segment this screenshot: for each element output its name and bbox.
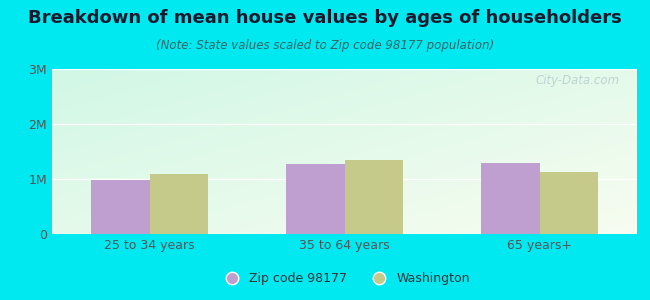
Bar: [286, 164, 344, 234]
Bar: [481, 163, 540, 234]
Text: Breakdown of mean house values by ages of householders: Breakdown of mean house values by ages o…: [28, 9, 622, 27]
Bar: [91, 180, 150, 234]
Text: City-Data.com: City-Data.com: [536, 74, 619, 87]
Bar: [540, 172, 598, 234]
Bar: [150, 173, 208, 234]
Text: (Note: State values scaled to Zip code 98177 population): (Note: State values scaled to Zip code 9…: [156, 39, 494, 52]
Bar: [344, 160, 403, 234]
Legend: Zip code 98177, Washington: Zip code 98177, Washington: [214, 268, 474, 290]
